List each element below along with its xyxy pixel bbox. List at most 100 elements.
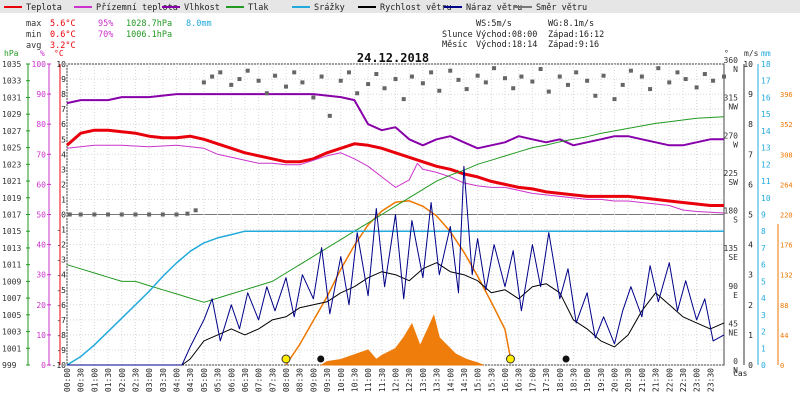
wind-direction-point: [694, 85, 699, 90]
wind-direction-tick-label: 270: [724, 131, 739, 140]
x-tick-label: 03:00: [145, 368, 154, 392]
rain-tick-label: 10: [761, 194, 771, 203]
temperature-tick-label: 6: [61, 120, 66, 129]
humidity-tick-label: 70: [36, 150, 46, 159]
wind-speed-tick-label: 10: [743, 60, 753, 69]
x-tick-label: 00:30: [77, 368, 86, 392]
wind-direction-compass-label: SE: [728, 253, 738, 262]
sunshine-area: [319, 314, 484, 366]
stat-max-press: 1028.7hPa: [126, 19, 172, 29]
series-naraz-vetru-line: [67, 165, 725, 366]
temperature-tick-label: -10: [52, 361, 67, 370]
legend-label: Směr větru: [536, 3, 587, 13]
sunrise-info: Východ:08:00: [476, 30, 537, 40]
wind-direction-point: [237, 77, 242, 82]
wind-direction-point: [601, 73, 606, 78]
humidity-tick-label: 100: [32, 60, 47, 69]
stat-min-label: min: [26, 30, 41, 40]
wind-speed-info: WS:5m/s: [476, 19, 512, 29]
rain-tick-label: 0: [761, 361, 766, 370]
x-axis-label: čas: [733, 368, 748, 378]
series-rychlost-vetru-line: [67, 262, 725, 366]
wind-direction-point: [67, 212, 72, 217]
wind-direction-point: [530, 79, 535, 84]
x-tick-label: 07:00: [255, 368, 264, 392]
wind-direction-tick-label: 315: [724, 94, 739, 103]
wind-direction-point: [273, 73, 278, 78]
pressure-tick-label: 1001: [2, 344, 21, 353]
wind-direction-compass-label: NW: [728, 103, 738, 112]
temperature-tick-label: 9: [61, 75, 66, 84]
wind-direction-tick-label: 180: [724, 207, 739, 216]
moonset-info: Západ:9:16: [548, 40, 599, 50]
x-tick-label: 14:30: [460, 368, 469, 392]
wind-direction-point: [409, 74, 414, 79]
rain-tick-label: 6: [761, 261, 766, 270]
pressure-tick-label: 1003: [2, 328, 21, 337]
wind-direction-tick-label: 360: [724, 56, 739, 65]
wind-direction-tick-label: 45: [728, 319, 738, 328]
pressure-tick-label: 1027: [2, 127, 21, 136]
wind-direction-point: [106, 212, 111, 217]
wind-direction-point: [437, 88, 442, 93]
temperature-tick-label: -1: [56, 226, 66, 235]
wind-direction-point: [292, 70, 297, 75]
solar-tick-label: 0: [780, 362, 784, 370]
x-tick-label: 20:00: [611, 368, 620, 392]
x-tick-label: 18:30: [569, 368, 578, 392]
temperature-tick-label: 2: [61, 180, 66, 189]
solar-tick-label: 396: [780, 91, 793, 99]
wind-speed-tick-label: 4: [748, 241, 753, 250]
temperature-tick-label: 3: [61, 165, 66, 174]
wind-direction-point: [229, 82, 234, 87]
pressure-tick-label: 1033: [2, 77, 21, 86]
x-tick-label: 02:30: [131, 368, 140, 392]
legend-label: Tlak: [248, 3, 268, 13]
solar-tick-label: 264: [780, 181, 793, 189]
x-tick-label: 06:30: [241, 368, 250, 392]
wind-direction-point: [683, 77, 688, 82]
legend-label: Vlhkost: [184, 3, 220, 13]
temperature-tick-label: 8: [61, 90, 66, 99]
rain-tick-label: 13: [761, 144, 771, 153]
x-tick-label: 11:00: [364, 368, 373, 392]
x-tick-label: 09:00: [309, 368, 318, 392]
x-tick-label: 00:00: [63, 368, 72, 392]
x-tick-label: 08:30: [296, 368, 305, 392]
pressure-tick-label: 1013: [2, 244, 21, 253]
x-tick-label: 22:30: [679, 368, 688, 392]
wind-direction-point: [147, 212, 152, 217]
humidity-tick-label: 90: [36, 90, 46, 99]
solar-tick-label: 88: [780, 302, 788, 310]
wind-direction-point: [612, 97, 617, 102]
solar-tick-label: 220: [780, 212, 793, 220]
wind-direction-point: [92, 212, 97, 217]
wind-direction-point: [256, 78, 261, 83]
pressure-tick-label: 1009: [2, 277, 21, 286]
x-tick-label: 21:00: [638, 368, 647, 392]
wind-direction-point: [119, 212, 124, 217]
wind-gust-info: WG:8.1m/s: [548, 19, 594, 29]
wind-direction-point: [503, 76, 507, 81]
wind-direction-point: [201, 80, 206, 85]
wind-direction-point: [355, 91, 360, 96]
x-tick-label: 01:00: [90, 368, 99, 392]
rain-tick-label: 15: [761, 110, 771, 119]
sun-prefix: Slunce: [442, 30, 473, 40]
wind-direction-compass-label: NE: [728, 328, 738, 337]
x-tick-label: 05:30: [214, 368, 223, 392]
temperature-tick-label: -6: [56, 301, 66, 310]
stat-max-temp: 5.6°C: [50, 19, 76, 29]
x-tick-label: 01:30: [104, 368, 113, 392]
pressure-tick-label: 1005: [2, 311, 21, 320]
wind-direction-point: [519, 74, 524, 79]
rain-tick-label: 18: [761, 60, 771, 69]
x-tick-label: 10:30: [350, 368, 359, 392]
temperature-tick-label: 5: [61, 135, 66, 144]
wind-direction-point: [648, 87, 653, 92]
wind-speed-tick-label: 1: [748, 331, 753, 340]
moonrise-info: Východ:18:14: [476, 40, 537, 50]
x-tick-label: 15:30: [487, 368, 496, 392]
